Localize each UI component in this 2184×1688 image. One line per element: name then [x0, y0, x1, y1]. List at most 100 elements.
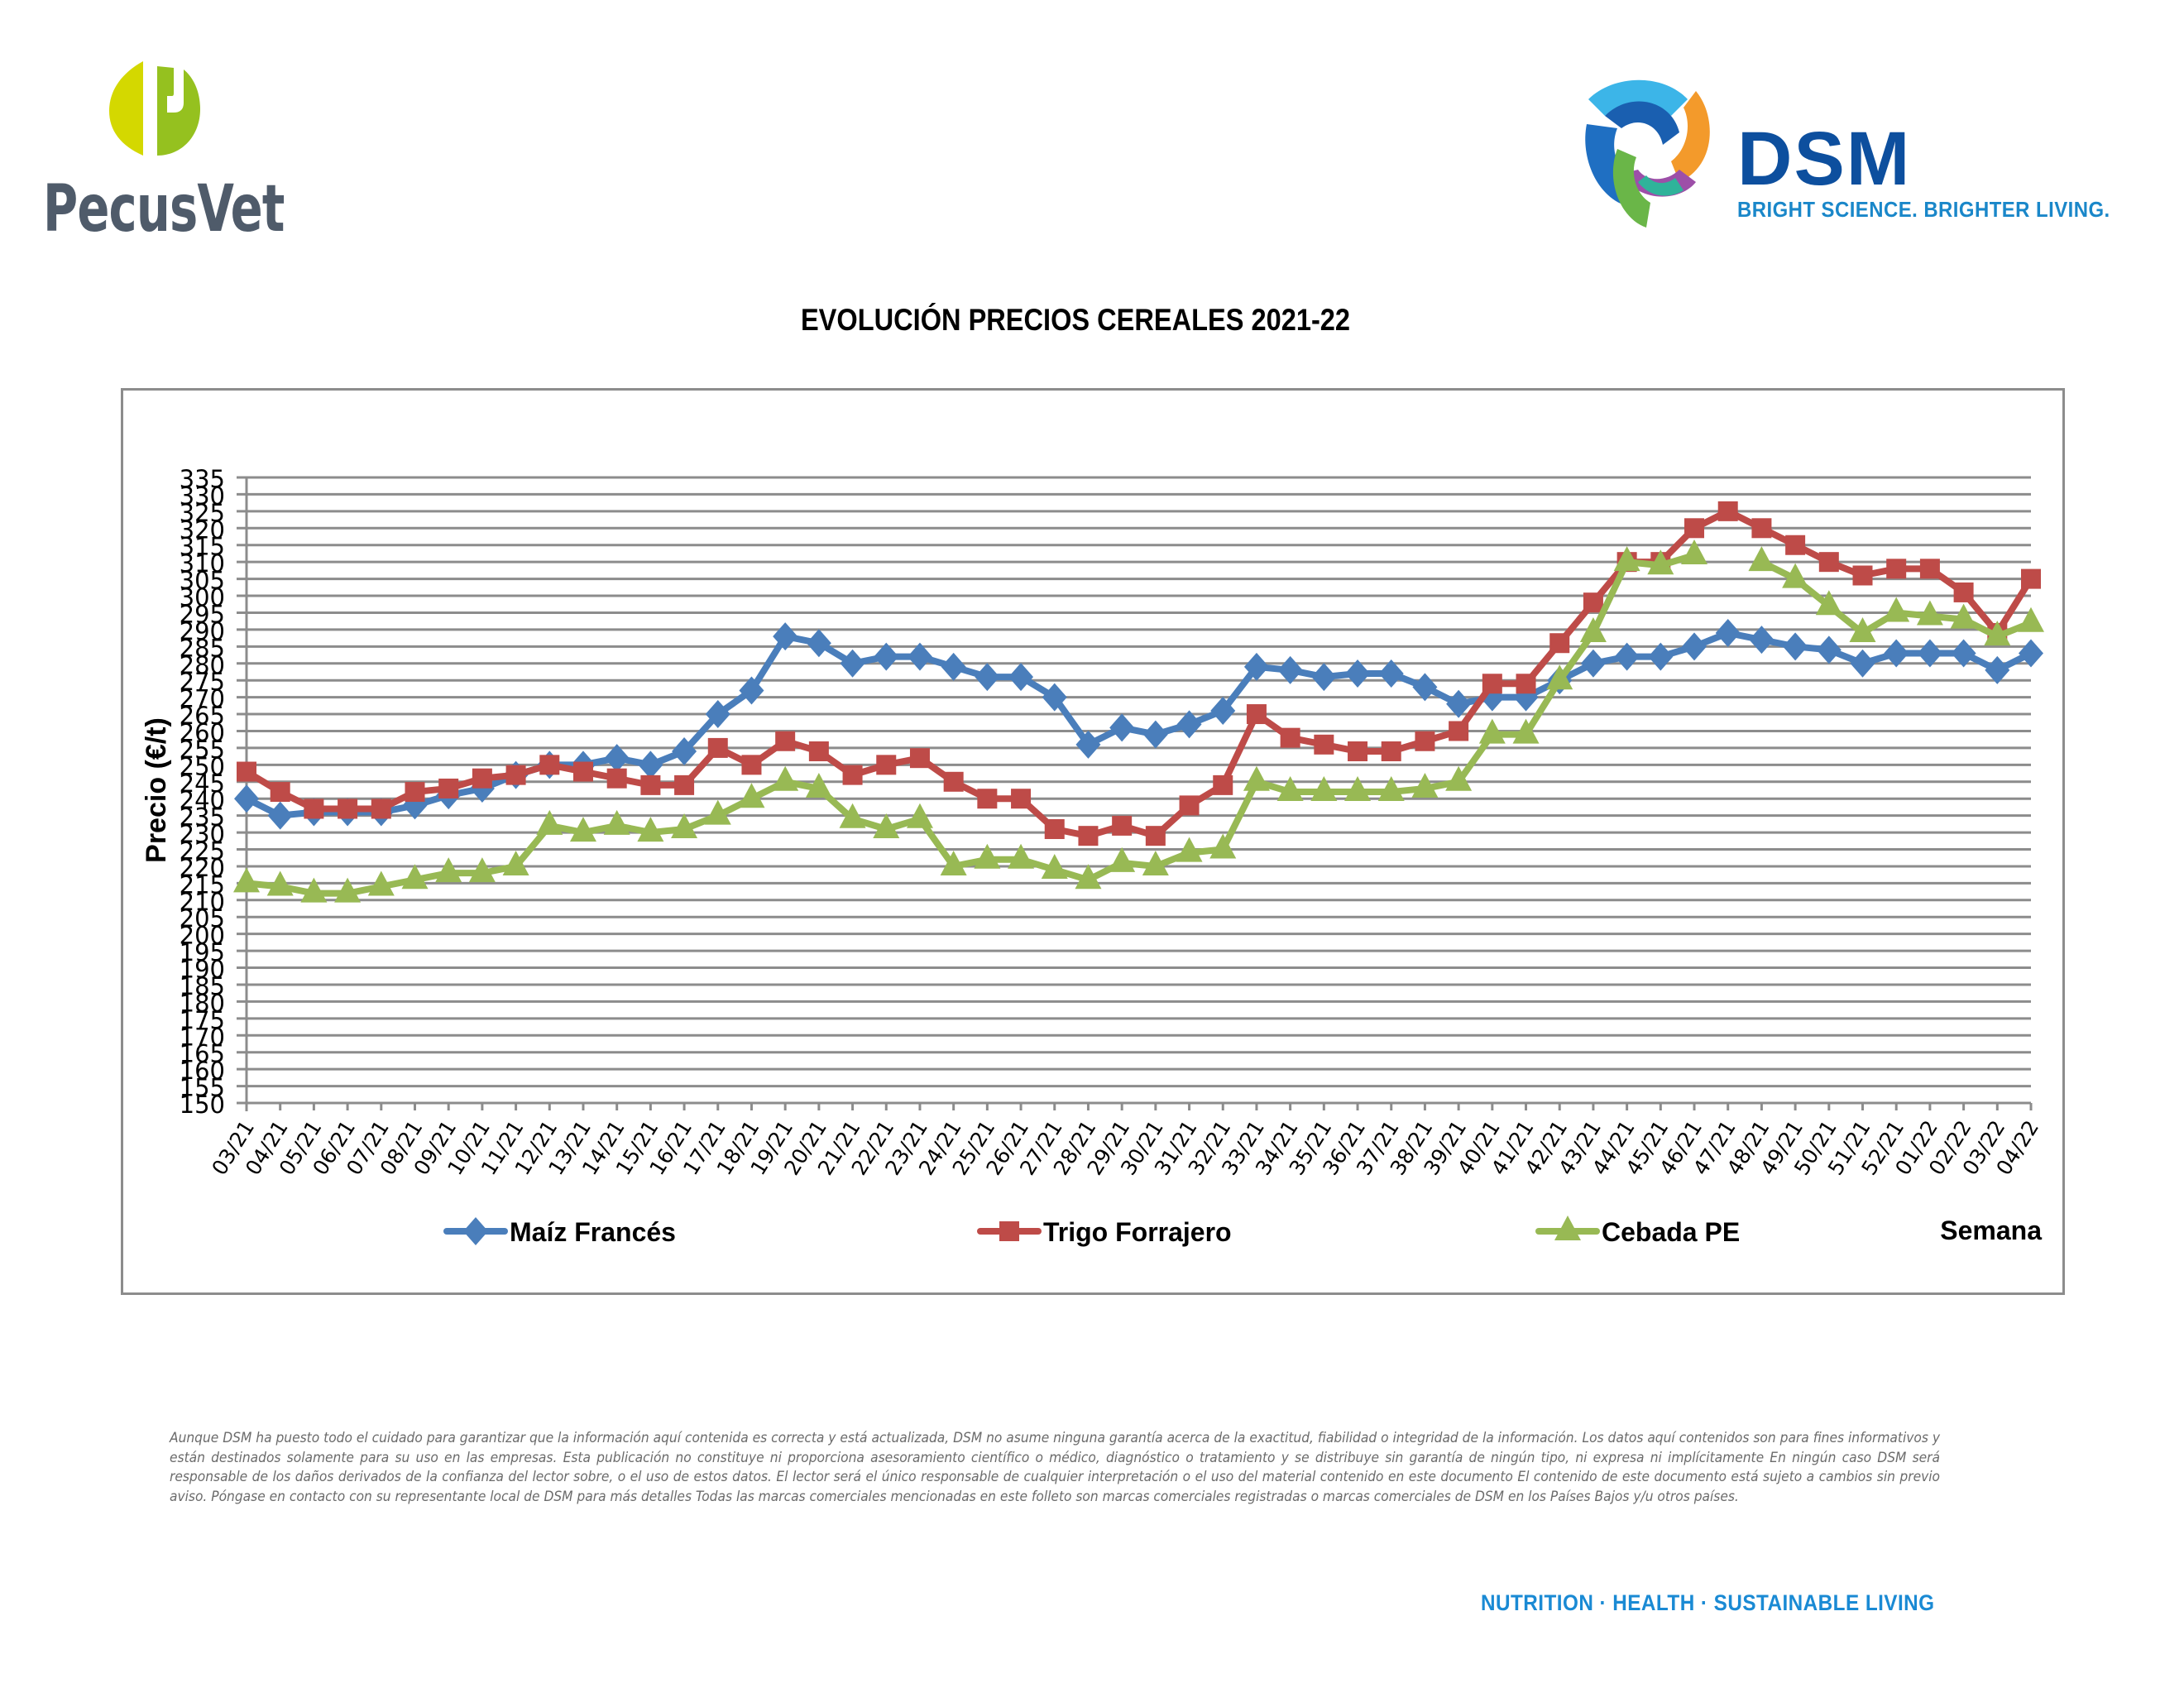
- y-tick-label: 255: [180, 736, 225, 764]
- legend-marker: [999, 1221, 1019, 1241]
- data-point: [300, 877, 328, 903]
- data-point: [2021, 568, 2041, 589]
- data-point: [1985, 655, 2010, 684]
- y-tick-label: 155: [180, 1074, 225, 1102]
- data-point: [1176, 837, 1203, 862]
- data-point: [1951, 639, 1976, 668]
- y-tick-label: 225: [180, 837, 225, 866]
- data-point: [338, 798, 358, 819]
- data-point: [1415, 731, 1435, 751]
- data-point: [805, 772, 832, 798]
- y-axis-ticks: 1501551601651701751801851901952002052102…: [180, 465, 225, 1119]
- data-point: [1044, 818, 1065, 839]
- data-point: [371, 798, 391, 819]
- data-point: [2019, 639, 2043, 668]
- data-point: [1378, 659, 1404, 688]
- data-point: [233, 867, 260, 893]
- data-point: [1311, 663, 1337, 692]
- data-point: [1280, 727, 1300, 748]
- data-point: [741, 755, 762, 775]
- data-point: [1348, 741, 1368, 762]
- dsm-logo: DSM BRIGHT SCIENCE. BRIGHTER LIVING.: [1572, 66, 2118, 240]
- series-group: [233, 501, 2044, 903]
- y-tick-label: 250: [180, 752, 225, 780]
- data-point: [1142, 720, 1168, 749]
- data-point: [1344, 776, 1372, 802]
- data-point: [839, 803, 866, 828]
- footer-tagline: NUTRITION · HEALTH · SUSTAINABLE LIVING: [1481, 1590, 1935, 1615]
- data-point: [1546, 664, 1573, 690]
- y-tick-label: 210: [180, 888, 225, 916]
- data-point: [1179, 795, 1200, 816]
- x-axis-label: Semana: [1940, 1216, 2042, 1245]
- data-point: [738, 783, 765, 808]
- data-point: [438, 778, 459, 798]
- data-point: [1142, 850, 1169, 875]
- y-tick-label: 185: [180, 972, 225, 1000]
- data-point: [606, 768, 627, 789]
- data-point: [941, 652, 966, 681]
- series-2: [233, 539, 2044, 903]
- data-point: [1412, 673, 1438, 702]
- data-point: [603, 809, 630, 835]
- data-point: [237, 761, 256, 782]
- data-point: [775, 731, 796, 751]
- y-tick-label: 295: [180, 600, 225, 628]
- data-point: [1213, 774, 1233, 795]
- y-tick-label: 265: [180, 702, 225, 730]
- data-point: [1516, 674, 1536, 694]
- data-point: [536, 809, 563, 835]
- data-point: [1075, 730, 1101, 759]
- data-point: [1277, 655, 1303, 684]
- data-point: [401, 864, 429, 890]
- y-tick-label: 205: [180, 904, 225, 933]
- data-point: [405, 782, 425, 803]
- data-point: [1276, 776, 1304, 802]
- data-point: [267, 801, 293, 830]
- data-point: [1446, 689, 1472, 718]
- data-point: [672, 737, 697, 766]
- data-point: [604, 744, 630, 773]
- chart-frame: [121, 388, 2065, 1295]
- data-point: [873, 813, 900, 838]
- data-point: [975, 663, 1000, 692]
- data-point: [1684, 518, 1705, 539]
- data-point: [674, 774, 695, 795]
- data-point: [1883, 597, 1910, 622]
- data-point: [1950, 603, 1977, 629]
- data-point: [1210, 696, 1236, 725]
- data-point: [906, 803, 933, 828]
- data-point: [1243, 652, 1269, 681]
- y-tick-label: 195: [180, 938, 225, 966]
- chart-title: EVOLUCIÓN PRECIOS CEREALES 2021-22: [800, 303, 1351, 337]
- series-line: [245, 629, 2033, 819]
- y-tick-label: 300: [180, 583, 225, 611]
- data-point: [1449, 721, 1469, 741]
- data-point: [1682, 632, 1707, 661]
- data-point: [1109, 713, 1135, 742]
- data-point: [1751, 518, 1772, 539]
- data-point: [1583, 592, 1603, 613]
- data-point: [472, 768, 492, 789]
- data-point: [671, 813, 698, 838]
- data-point: [1008, 843, 1035, 869]
- data-point: [572, 761, 593, 782]
- data-point: [1411, 772, 1439, 798]
- data-point: [1648, 642, 1674, 671]
- data-point: [876, 755, 897, 775]
- data-point: [1381, 741, 1401, 762]
- y-tick-label: 230: [180, 820, 225, 848]
- y-tick-label: 190: [180, 956, 225, 984]
- dsm-tagline: BRIGHT SCIENCE. BRIGHTER LIVING.: [1737, 197, 2110, 222]
- data-point: [974, 843, 1001, 869]
- data-point: [1041, 854, 1068, 880]
- data-point: [806, 629, 831, 658]
- data-point: [1917, 639, 1942, 668]
- y-tick-label: 180: [180, 989, 225, 1017]
- data-point: [940, 850, 967, 875]
- y-tick-label: 290: [180, 617, 225, 645]
- data-point: [1078, 826, 1099, 846]
- y-tick-label: 245: [180, 770, 225, 798]
- series-1: [237, 501, 2041, 846]
- data-point: [1310, 776, 1338, 802]
